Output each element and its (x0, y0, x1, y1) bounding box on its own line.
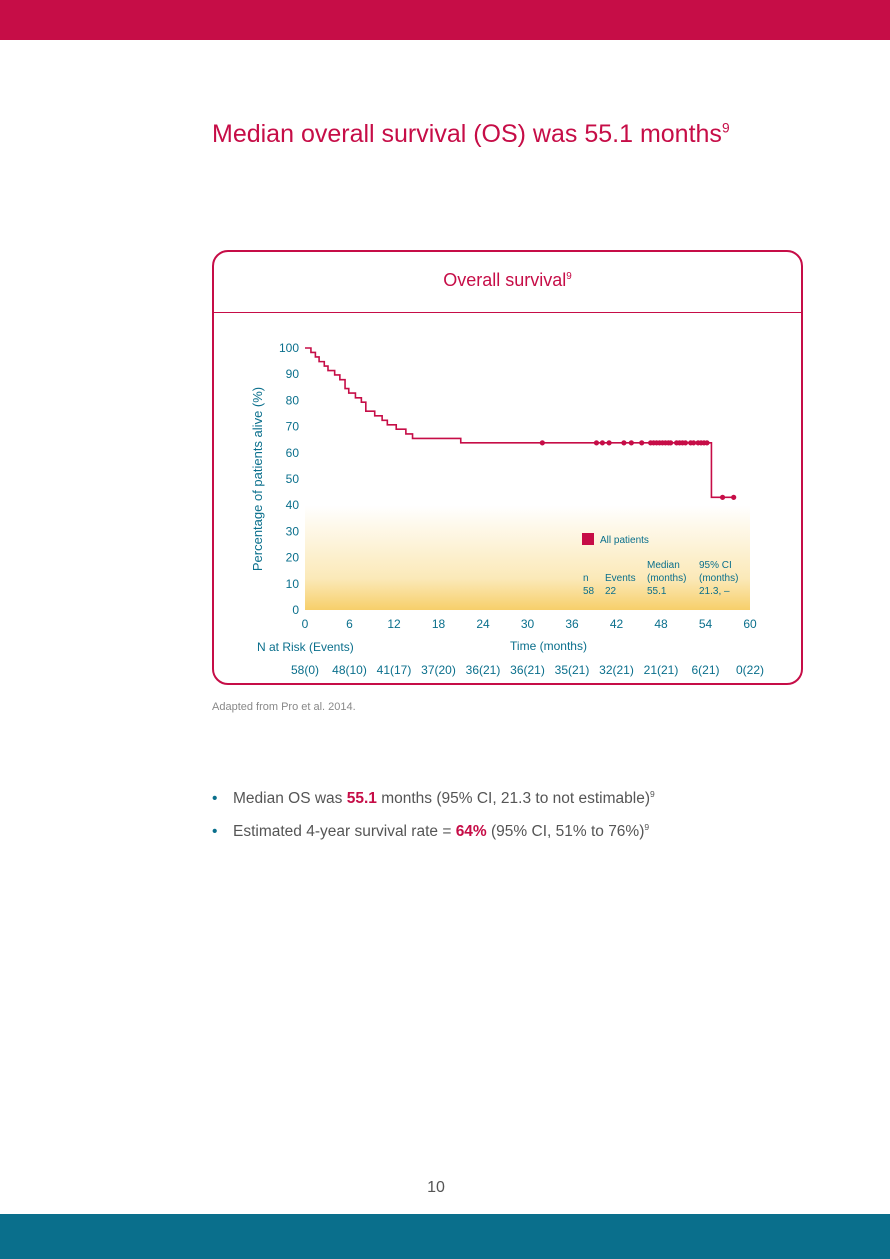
bottom-banner (0, 1214, 890, 1259)
censor-mark (628, 440, 634, 446)
y-tick-label: 50 (286, 472, 300, 486)
y-tick-label: 90 (286, 367, 300, 381)
risk-table-value: 6(21) (691, 663, 719, 677)
legend-column-header: (months) (699, 573, 738, 584)
censor-mark (593, 440, 600, 446)
x-tick-label: 24 (476, 617, 490, 631)
bullet-median-os: • Median OS was 55.1 months (95% CI, 21.3… (212, 788, 655, 807)
legend-column-header: Median (647, 560, 680, 571)
x-tick-label: 30 (521, 617, 535, 631)
censor-mark (639, 440, 645, 446)
risk-table-value: 41(17) (377, 663, 412, 677)
card-title-reference: 9 (566, 271, 572, 282)
legend-column-header: (months) (647, 573, 686, 584)
legend-column-value: 22 (605, 586, 617, 597)
censor-mark (731, 494, 737, 500)
y-tick-label: 10 (286, 577, 300, 591)
y-axis-label: Percentage of patients alive (%) (250, 387, 265, 571)
key-findings-list: • Median OS was 55.1 months (95% CI, 21.3… (212, 790, 655, 856)
y-tick-label: 40 (286, 498, 300, 512)
risk-table-label: N at Risk (Events) (257, 640, 354, 654)
risk-table-value: 32(21) (599, 663, 634, 677)
legend-column-header: Events (605, 573, 636, 584)
x-tick-label: 6 (346, 617, 353, 631)
censor-mark (682, 440, 689, 446)
source-note: Adapted from Pro et al. 2014. (212, 701, 356, 713)
x-axis-label: Time (months) (510, 639, 587, 653)
risk-table-value: 58(0) (291, 663, 319, 677)
legend-label: All patients (600, 535, 649, 546)
highlight-value: 55.1 (346, 790, 377, 807)
heading-reference: 9 (721, 120, 730, 136)
x-tick-label: 0 (302, 617, 309, 631)
censor-mark (691, 440, 697, 446)
risk-table-value: 36(21) (510, 663, 545, 677)
bullet-4-year-survival: • Estimated 4-year survival rate = 64% (9… (212, 821, 650, 840)
censor-mark (668, 440, 674, 446)
x-tick-label: 42 (610, 617, 624, 631)
overall-survival-card: Overall survival9 0 6 12 18 24 30 36 42 48 54 60 0 1… (212, 250, 803, 685)
x-tick-label: 18 (432, 617, 446, 631)
censor-mark (539, 440, 545, 446)
censor-mark (599, 440, 606, 446)
legend-column-value: 55.1 (647, 586, 667, 597)
risk-table-value: 0(22) (736, 663, 764, 677)
censor-mark (719, 494, 726, 500)
y-tick-label: 20 (286, 551, 300, 565)
censor-mark (606, 440, 612, 446)
y-tick-label: 60 (286, 446, 300, 460)
card-title: Overall survival9 (443, 270, 572, 290)
y-tick-label: 70 (286, 420, 300, 434)
bullet-dot-icon: • (212, 823, 218, 840)
page-number: 10 (427, 1179, 445, 1196)
y-tick-label: 80 (286, 393, 300, 407)
legend-swatch (582, 533, 594, 545)
risk-table-value: 36(21) (466, 663, 501, 677)
legend-column-value: 58 (583, 586, 595, 597)
y-tick-label: 100 (279, 341, 299, 355)
top-banner (0, 0, 890, 40)
risk-table-value: 37(20) (421, 663, 456, 677)
risk-table-value: 48(10) (332, 663, 367, 677)
x-tick-label: 12 (387, 617, 401, 631)
y-tick-label: 0 (292, 603, 299, 617)
censor-mark (704, 440, 710, 446)
x-tick-label: 36 (565, 617, 579, 631)
censor-mark (621, 440, 627, 446)
x-tick-label: 60 (743, 617, 757, 631)
bullet-dot-icon: • (212, 790, 218, 807)
page-heading: Median overall survival (OS) was 55.1 mo… (212, 120, 730, 148)
legend-column-header: 95% CI (699, 560, 732, 571)
survival-curve (305, 347, 736, 499)
risk-table-value: 35(21) (555, 663, 590, 677)
legend-column-header: n (583, 573, 589, 584)
y-tick-label: 30 (286, 524, 300, 538)
card-header: Overall survival9 (214, 252, 801, 313)
legend-column-value: 21.3, – (699, 586, 730, 597)
highlight-value: 64% (455, 823, 487, 840)
x-tick-label: 54 (699, 617, 713, 631)
x-tick-label: 48 (654, 617, 668, 631)
survival-chart: 0 6 12 18 24 30 36 42 48 54 60 0 10 20 30 40 50 60 70 80 90 1… (250, 341, 764, 677)
risk-table-value: 21(21) (644, 663, 679, 677)
